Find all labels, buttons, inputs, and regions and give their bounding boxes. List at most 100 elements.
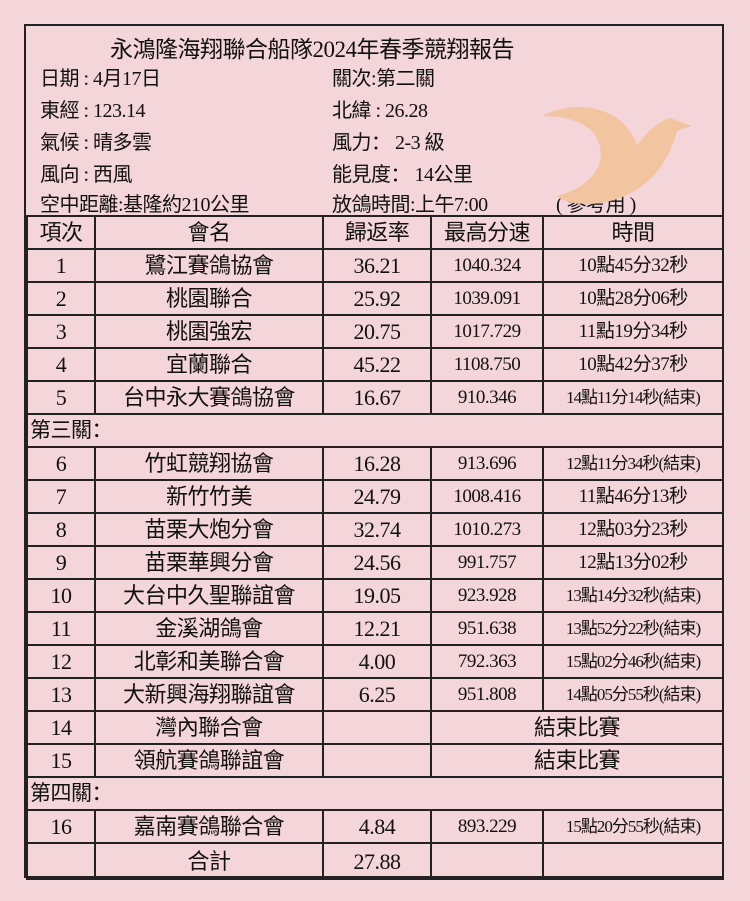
section-label: 第三關： bbox=[26, 413, 724, 448]
row-number: 3 bbox=[26, 314, 96, 349]
table-row: 6 竹虹競翔協會 16.28 913.696 12點11分34秒(結束) bbox=[26, 446, 724, 481]
arrival-time: 14點11分14秒(結束) bbox=[542, 380, 724, 415]
return-rate: 25.92 bbox=[322, 281, 432, 316]
header-row: 項次 會名 歸返率 最高分速 時間 bbox=[26, 215, 724, 250]
report-title: 永鴻隆海翔聯合船隊2024年春季競翔報告 bbox=[110, 37, 515, 62]
row-number: 4 bbox=[26, 347, 96, 382]
club-name: 大新興海翔聯誼會 bbox=[94, 677, 324, 712]
table-row: 13 大新興海翔聯誼會 6.25 951.808 14點05分55秒(結束) bbox=[26, 677, 724, 712]
info-right-2: 風力： 2-3 級 bbox=[332, 132, 445, 154]
club-name: 嘉南賽鴿聯合會 bbox=[94, 809, 324, 844]
club-name: 台中永大賽鴿協會 bbox=[94, 380, 324, 415]
arrival-time: 13點14分32秒(結束) bbox=[542, 578, 724, 613]
table-row: 11 金溪湖鴿會 12.21 951.638 13點52分22秒(結束) bbox=[26, 611, 724, 646]
table-row: 5 台中永大賽鴿協會 16.67 910.346 14點11分14秒(結束) bbox=[26, 380, 724, 415]
top-speed: 910.346 bbox=[430, 380, 544, 415]
table-row: 1 鷺江賽鴿協會 36.21 1040.324 10點45分32秒 bbox=[26, 248, 724, 283]
empty-cell bbox=[430, 842, 544, 880]
column-header: 會名 bbox=[94, 215, 324, 250]
arrival-time: 12點13分02秒 bbox=[542, 545, 724, 580]
arrival-time: 11點19分34秒 bbox=[542, 314, 724, 349]
total-row: 合計 27.88 bbox=[26, 842, 724, 880]
return-rate: 45.22 bbox=[322, 347, 432, 382]
top-speed: 1108.750 bbox=[430, 347, 544, 382]
top-speed: 1008.416 bbox=[430, 479, 544, 514]
ended-status: 結束比賽 bbox=[430, 743, 724, 778]
row-number: 1 bbox=[26, 248, 96, 283]
row-number: 15 bbox=[26, 743, 96, 778]
column-header: 項次 bbox=[26, 215, 96, 250]
table-row: 3 桃園強宏 20.75 1017.729 11點19分34秒 bbox=[26, 314, 724, 349]
info-left-4: 空中距離:基隆約210公里 bbox=[40, 194, 250, 216]
arrival-time: 12點03分23秒 bbox=[542, 512, 724, 547]
table-row: 7 新竹竹美 24.79 1008.416 11點46分13秒 bbox=[26, 479, 724, 514]
section-row: 第三關： bbox=[26, 413, 724, 448]
info-left-1: 東經 : 123.14 bbox=[40, 100, 146, 122]
dove-icon bbox=[542, 107, 692, 204]
top-speed: 1040.324 bbox=[430, 248, 544, 283]
table-row: 9 苗栗華興分會 24.56 991.757 12點13分02秒 bbox=[26, 545, 724, 580]
table-row: 4 宜蘭聯合 45.22 1108.750 10點42分37秒 bbox=[26, 347, 724, 382]
top-speed: 913.696 bbox=[430, 446, 544, 481]
club-name: 灣內聯合會 bbox=[94, 710, 324, 745]
arrival-time: 15點20分55秒(結束) bbox=[542, 809, 724, 844]
row-number: 14 bbox=[26, 710, 96, 745]
column-header: 歸返率 bbox=[322, 215, 432, 250]
return-rate: 16.28 bbox=[322, 446, 432, 481]
return-rate: 20.75 bbox=[322, 314, 432, 349]
club-name: 金溪湖鴿會 bbox=[94, 611, 324, 646]
club-name: 桃園聯合 bbox=[94, 281, 324, 316]
top-speed: 1039.091 bbox=[430, 281, 544, 316]
top-speed: 951.808 bbox=[430, 677, 544, 712]
return-rate: 4.84 bbox=[322, 809, 432, 844]
row-number: 5 bbox=[26, 380, 96, 415]
table-row: 12 北彰和美聯合會 4.00 792.363 15點02分46秒(結束) bbox=[26, 644, 724, 679]
return-rate: 6.25 bbox=[322, 677, 432, 712]
return-rate bbox=[322, 710, 432, 745]
row-number: 6 bbox=[26, 446, 96, 481]
info-right-1: 北緯 : 26.28 bbox=[332, 100, 428, 122]
arrival-time: 14點05分55秒(結束) bbox=[542, 677, 724, 712]
row-number: 9 bbox=[26, 545, 96, 580]
row-number: 13 bbox=[26, 677, 96, 712]
club-name: 苗栗華興分會 bbox=[94, 545, 324, 580]
return-rate: 19.05 bbox=[322, 578, 432, 613]
info-left-2: 氣候 : 晴多雲 bbox=[40, 132, 152, 154]
arrival-time: 10點28分06秒 bbox=[542, 281, 724, 316]
info-right-0: 關次:第二關 bbox=[332, 68, 435, 90]
top-speed: 1017.729 bbox=[430, 314, 544, 349]
arrival-time: 15點02分46秒(結束) bbox=[542, 644, 724, 679]
total-label: 合計 bbox=[94, 842, 324, 880]
table-row: 16 嘉南賽鴿聯合會 4.84 893.229 15點20分55秒(結束) bbox=[26, 809, 724, 844]
club-name: 鷺江賽鴿協會 bbox=[94, 248, 324, 283]
club-name: 北彰和美聯合會 bbox=[94, 644, 324, 679]
results-table: 項次 會名 歸返率 最高分速 時間 1 鷺江賽鴿協會 36.21 1040.324 10點45分3… bbox=[26, 215, 724, 880]
column-header: 最高分速 bbox=[430, 215, 544, 250]
info-right-3: 能見度： 14公里 bbox=[332, 164, 473, 186]
top-speed: 923.928 bbox=[430, 578, 544, 613]
club-name: 宜蘭聯合 bbox=[94, 347, 324, 382]
row-number: 10 bbox=[26, 578, 96, 613]
table-row: 14 灣內聯合會 結束比賽 bbox=[26, 710, 724, 745]
table-row: 10 大台中久聖聯誼會 19.05 923.928 13點14分32秒(結束) bbox=[26, 578, 724, 613]
info-left-0: 日期 : 4月17日 bbox=[40, 68, 161, 90]
report-sheet: 永鴻隆海翔聯合船隊2024年春季競翔報告 日期 : 4月17日 東經 : 123.… bbox=[24, 24, 724, 880]
return-rate: 16.67 bbox=[322, 380, 432, 415]
club-name: 大台中久聖聯誼會 bbox=[94, 578, 324, 613]
empty-cell bbox=[542, 842, 724, 880]
top-speed: 893.229 bbox=[430, 809, 544, 844]
row-number: 12 bbox=[26, 644, 96, 679]
club-name: 苗栗大炮分會 bbox=[94, 512, 324, 547]
return-rate: 24.56 bbox=[322, 545, 432, 580]
return-rate bbox=[322, 743, 432, 778]
info-right-4: 放鴿時間:上午7:00 bbox=[332, 194, 488, 216]
return-rate: 12.21 bbox=[322, 611, 432, 646]
club-name: 桃園強宏 bbox=[94, 314, 324, 349]
club-name: 竹虹競翔協會 bbox=[94, 446, 324, 481]
return-rate: 32.74 bbox=[322, 512, 432, 547]
arrival-time: 13點52分22秒(結束) bbox=[542, 611, 724, 646]
arrival-time: 10點42分37秒 bbox=[542, 347, 724, 382]
section-row: 第四關： bbox=[26, 776, 724, 811]
ended-status: 結束比賽 bbox=[430, 710, 724, 745]
table-row: 15 領航賽鴿聯誼會 結束比賽 bbox=[26, 743, 724, 778]
